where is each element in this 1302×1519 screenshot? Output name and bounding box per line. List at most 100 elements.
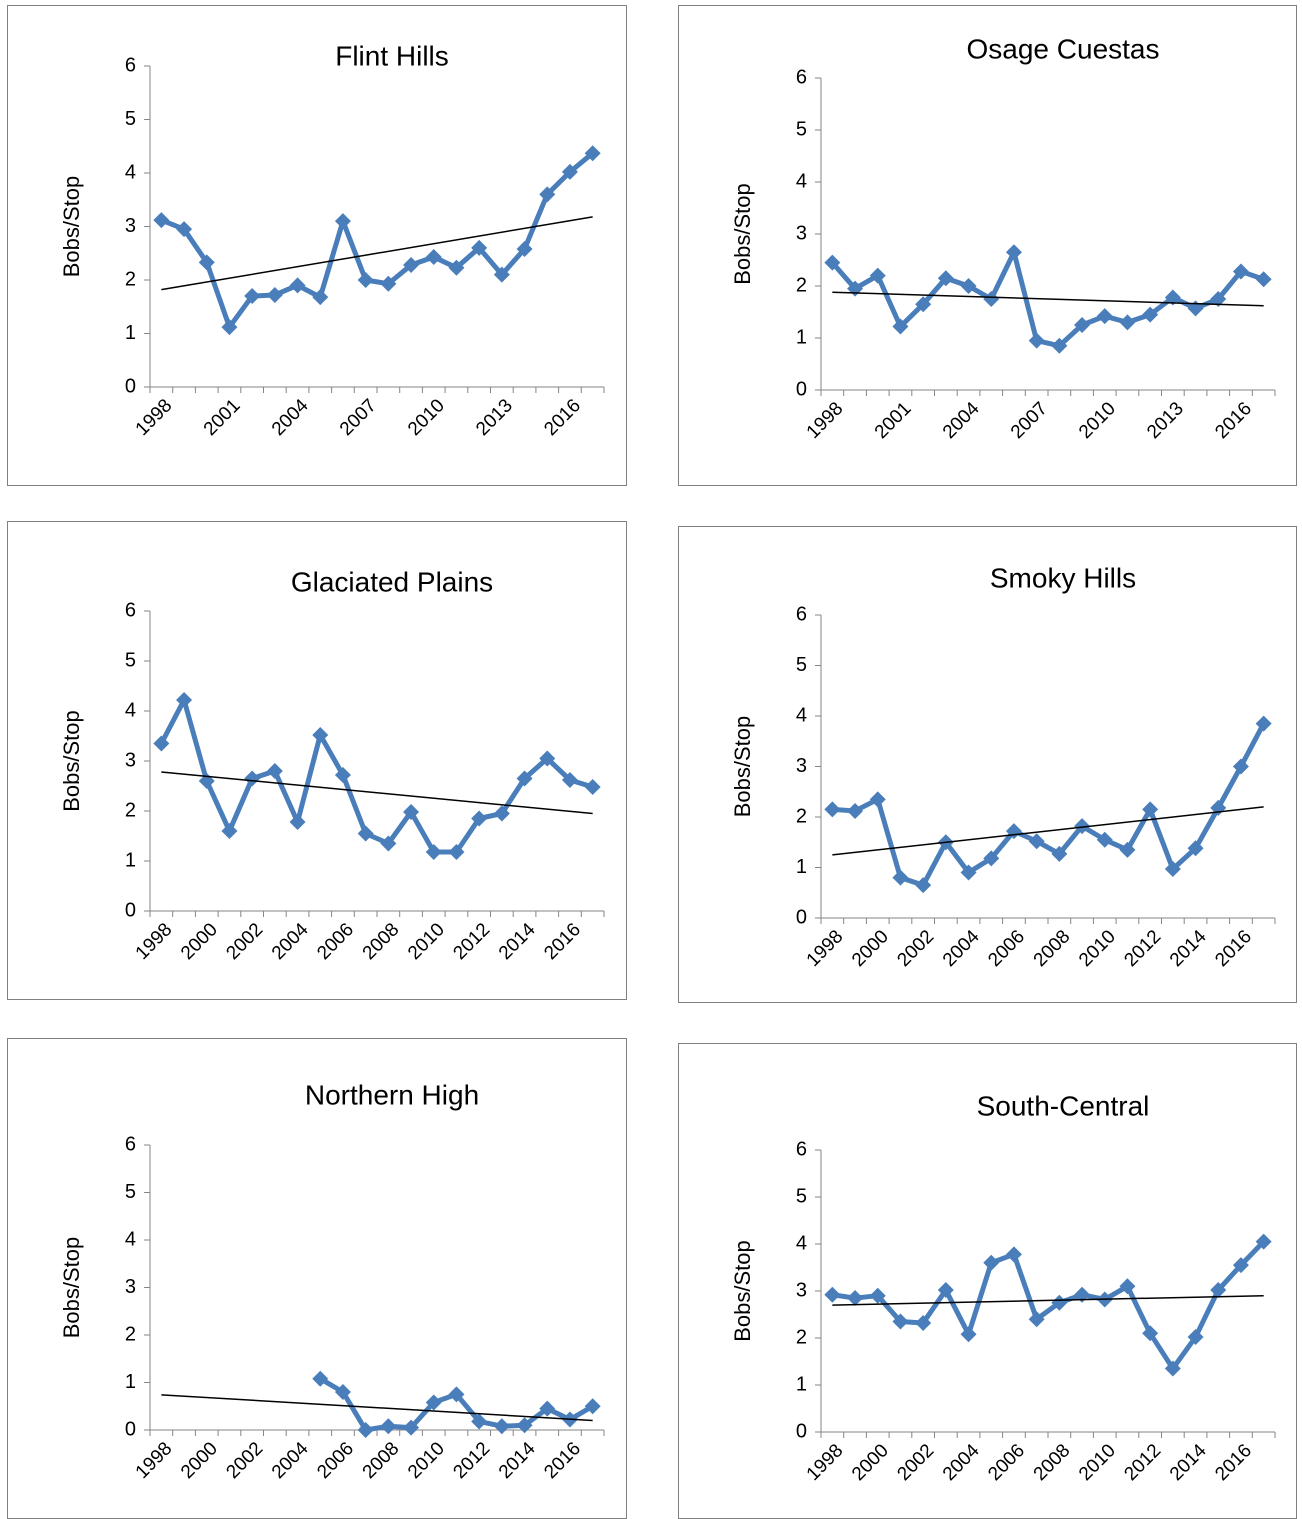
data-point	[892, 318, 909, 335]
data-point	[1005, 244, 1022, 261]
data-point	[1119, 1278, 1136, 1295]
data-point	[824, 254, 841, 271]
data-point	[471, 239, 488, 256]
y-axis-label: Bobs/Stop	[59, 1237, 84, 1339]
y-tick-label: 0	[796, 906, 807, 928]
data-point	[425, 844, 442, 860]
y-tick-label: 3	[125, 215, 136, 237]
chart-title: Osage Cuestas	[967, 33, 1160, 64]
data-point	[380, 835, 397, 852]
chart-title: South-Central	[977, 1090, 1150, 1121]
data-point	[153, 735, 170, 752]
y-tick-label: 1	[796, 1373, 807, 1395]
data-point	[539, 186, 556, 203]
data-point	[493, 805, 510, 822]
data-point	[584, 1398, 601, 1415]
data-point	[584, 779, 601, 795]
data-point	[1142, 1325, 1159, 1342]
data-point	[892, 869, 909, 886]
data-point	[1028, 1311, 1045, 1328]
data-point	[847, 802, 864, 819]
y-tick-label: 2	[796, 274, 807, 296]
data-point	[357, 1422, 374, 1438]
data-point	[869, 791, 886, 808]
y-tick-label: 6	[796, 1138, 807, 1160]
trend-line	[161, 1394, 593, 1422]
data-point	[1142, 801, 1159, 818]
y-tick-label: 6	[796, 66, 807, 88]
data-point	[1119, 841, 1136, 858]
y-tick-label: 0	[796, 1420, 807, 1442]
data-point	[244, 770, 261, 787]
data-point	[448, 259, 465, 276]
data-point	[493, 266, 510, 283]
data-point	[176, 221, 193, 238]
data-point	[1187, 1329, 1204, 1346]
data-point	[1028, 833, 1045, 850]
y-tick-label: 6	[125, 54, 136, 76]
y-tick-label: 1	[796, 326, 807, 348]
data-point	[1210, 1282, 1227, 1299]
y-tick-label: 3	[125, 749, 136, 771]
y-tick-label: 2	[125, 268, 136, 290]
data-point	[471, 810, 488, 827]
y-axis-label: Bobs/Stop	[730, 1240, 755, 1342]
data-point	[869, 1287, 886, 1304]
data-point	[516, 770, 533, 787]
data-point	[516, 240, 533, 257]
chart-border	[678, 5, 1297, 486]
data-point	[1142, 306, 1159, 323]
data-point	[539, 1400, 556, 1417]
data-point	[493, 1418, 510, 1435]
data-point	[289, 814, 306, 830]
data-point	[516, 1417, 533, 1434]
data-point	[915, 1314, 932, 1331]
data-point	[1164, 861, 1181, 878]
y-tick-label: 2	[796, 1326, 807, 1348]
data-point	[960, 278, 977, 294]
data-point	[221, 319, 238, 336]
y-tick-label: 3	[796, 755, 807, 777]
y-axis-label: Bobs/Stop	[730, 183, 755, 285]
data-point	[425, 1394, 442, 1411]
y-tick-label: 4	[125, 161, 136, 183]
chart-title: Glaciated Plains	[291, 566, 493, 597]
trend-line	[832, 291, 1264, 307]
data-point	[1074, 1286, 1091, 1303]
data-point	[1210, 799, 1227, 816]
trend-line	[161, 216, 593, 291]
y-tick-label: 4	[796, 704, 807, 726]
data-point	[1187, 300, 1204, 317]
y-axis-label: Bobs/Stop	[59, 176, 84, 278]
data-point	[937, 270, 954, 287]
data-point	[1232, 758, 1249, 775]
data-point	[289, 277, 306, 294]
y-tick-label: 4	[796, 170, 807, 192]
data-point	[1164, 289, 1181, 306]
data-point	[425, 248, 442, 265]
data-point	[334, 767, 351, 783]
data-point	[937, 1282, 954, 1299]
data-point	[153, 212, 170, 229]
trend-line	[161, 771, 593, 815]
y-tick-label: 0	[125, 1418, 136, 1440]
data-point	[847, 1290, 864, 1307]
chart-border	[7, 1038, 627, 1519]
data-point	[960, 864, 977, 881]
y-tick-label: 3	[125, 1276, 136, 1298]
y-tick-label: 2	[125, 799, 136, 821]
data-point	[1255, 715, 1272, 732]
data-point	[448, 844, 465, 860]
data-point	[403, 804, 420, 820]
data-point	[1096, 308, 1113, 325]
y-tick-label: 6	[796, 603, 807, 625]
data-point	[448, 1386, 465, 1403]
y-tick-label: 2	[125, 1323, 136, 1345]
y-tick-label: 0	[125, 899, 136, 921]
data-point	[869, 267, 886, 284]
data-point	[824, 801, 841, 818]
y-tick-label: 3	[796, 1279, 807, 1301]
